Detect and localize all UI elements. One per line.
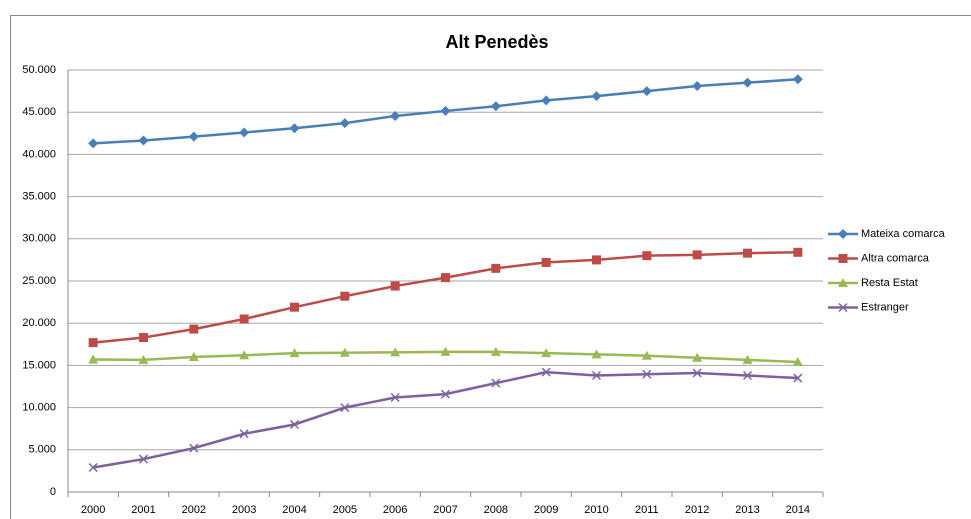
marker [239,429,249,439]
x-tick-label: 2005 [333,504,357,516]
marker [692,352,703,362]
marker [239,350,250,360]
y-tick-label: 30.000 [22,233,56,245]
marker [440,346,451,356]
marker [289,123,300,134]
x-tick-label: 2003 [232,504,256,516]
marker [838,302,848,313]
x-tick-label: 2009 [534,504,558,516]
marker [239,314,249,324]
marker [239,127,250,138]
x-tick-label: 2002 [182,504,206,516]
marker [88,462,98,473]
x-tick-label: 2012 [685,504,709,516]
marker [138,135,149,146]
marker [742,354,753,364]
chart-frame [10,15,971,519]
marker [88,138,99,149]
marker [340,291,350,301]
marker [541,95,552,106]
marker [742,77,753,88]
marker [792,74,803,85]
marker [340,403,350,413]
x-tick-label: 2013 [735,504,759,516]
marker [792,357,803,367]
marker [390,281,400,291]
marker [139,333,148,343]
legend-label: Mateixa comarca [861,228,946,240]
marker [339,118,350,129]
marker [743,248,752,258]
marker [189,443,199,453]
marker [491,263,501,273]
marker [641,86,652,97]
marker [793,247,803,257]
x-tick-label: 2001 [131,504,155,516]
marker [88,354,99,364]
marker [390,392,400,403]
marker [692,250,702,260]
legend-label: Resta Estat [861,277,918,289]
y-tick-label: 40.000 [22,148,56,160]
marker [591,370,602,381]
marker [642,251,652,261]
marker [440,389,451,399]
marker [390,110,401,121]
marker [692,368,702,378]
marker [289,419,300,430]
marker [490,101,501,112]
y-tick-label: 45.000 [22,106,56,118]
y-tick-label: 25.000 [22,275,56,287]
chart-title: Alt Penedès [445,32,548,52]
x-tick-label: 2006 [383,504,407,516]
y-tick-label: 35.000 [22,191,56,203]
marker [490,346,501,356]
marker [838,229,848,239]
marker [390,347,401,357]
x-tick-label: 2007 [433,504,457,516]
marker [591,91,602,102]
marker [793,373,803,383]
marker [541,257,551,267]
y-tick-label: 50.000 [22,64,56,76]
x-tick-label: 2004 [282,504,306,516]
marker [491,378,501,388]
marker [440,105,451,116]
marker [591,349,602,359]
marker [289,348,300,358]
marker [592,255,601,265]
y-tick-label: 5.000 [28,444,56,456]
y-tick-label: 0 [50,486,56,498]
marker [88,338,98,348]
marker [641,350,652,360]
marker [838,254,848,263]
marker [138,454,149,464]
marker [138,354,149,364]
marker [290,302,299,312]
x-tick-label: 2014 [786,504,810,516]
y-tick-label: 10.000 [22,402,56,414]
y-tick-label: 15.000 [22,359,56,371]
marker [189,324,199,334]
x-tick-label: 2011 [635,504,659,516]
marker [339,347,350,357]
legend-label: Altra comarca [861,252,930,264]
x-tick-label: 2010 [584,504,608,516]
legend-label: Estranger [861,301,909,313]
marker [188,351,199,361]
marker [541,367,551,377]
marker [742,370,753,381]
marker [642,369,652,379]
x-tick-label: 2008 [484,504,508,516]
marker [441,273,450,283]
x-tick-label: 2000 [81,504,105,516]
marker [541,348,552,358]
marker [692,81,703,92]
marker [188,131,199,142]
y-tick-label: 20.000 [22,317,56,329]
marker [838,278,848,287]
